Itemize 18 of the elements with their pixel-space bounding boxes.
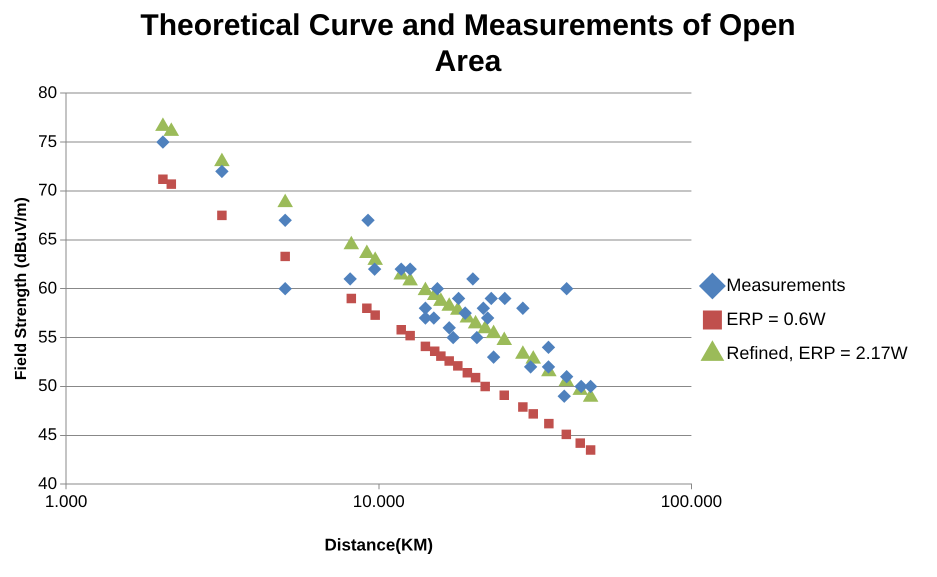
y-tick-label: 45	[38, 425, 58, 444]
y-tick-label: 75	[38, 132, 58, 151]
y-tick-label: 80	[38, 82, 58, 102]
y-tick-label: 40	[38, 474, 58, 493]
x-axis-title: Distance(KM)	[324, 535, 434, 554]
legend-label: Refined, ERP = 2.17W	[726, 342, 908, 363]
y-tick-label: 65	[38, 230, 58, 249]
y-tick-label: 60	[38, 278, 58, 298]
y-tick-label: 55	[38, 327, 58, 346]
x-tick-label: 100.000	[660, 492, 722, 512]
legend-label: Measurements	[726, 274, 846, 295]
x-tick-label: 1.000	[44, 492, 88, 512]
chart-title: Theoretical Curve and Measurements of Open Area	[139, 8, 797, 80]
y-tick-label: 50	[38, 376, 58, 396]
legend-label: ERP = 0.6W	[726, 308, 826, 329]
y-tick-label: 70	[38, 180, 58, 200]
y-axis-title: Field Strength (dBuV/m)	[13, 197, 30, 380]
x-tick-label: 10.000	[352, 492, 405, 512]
